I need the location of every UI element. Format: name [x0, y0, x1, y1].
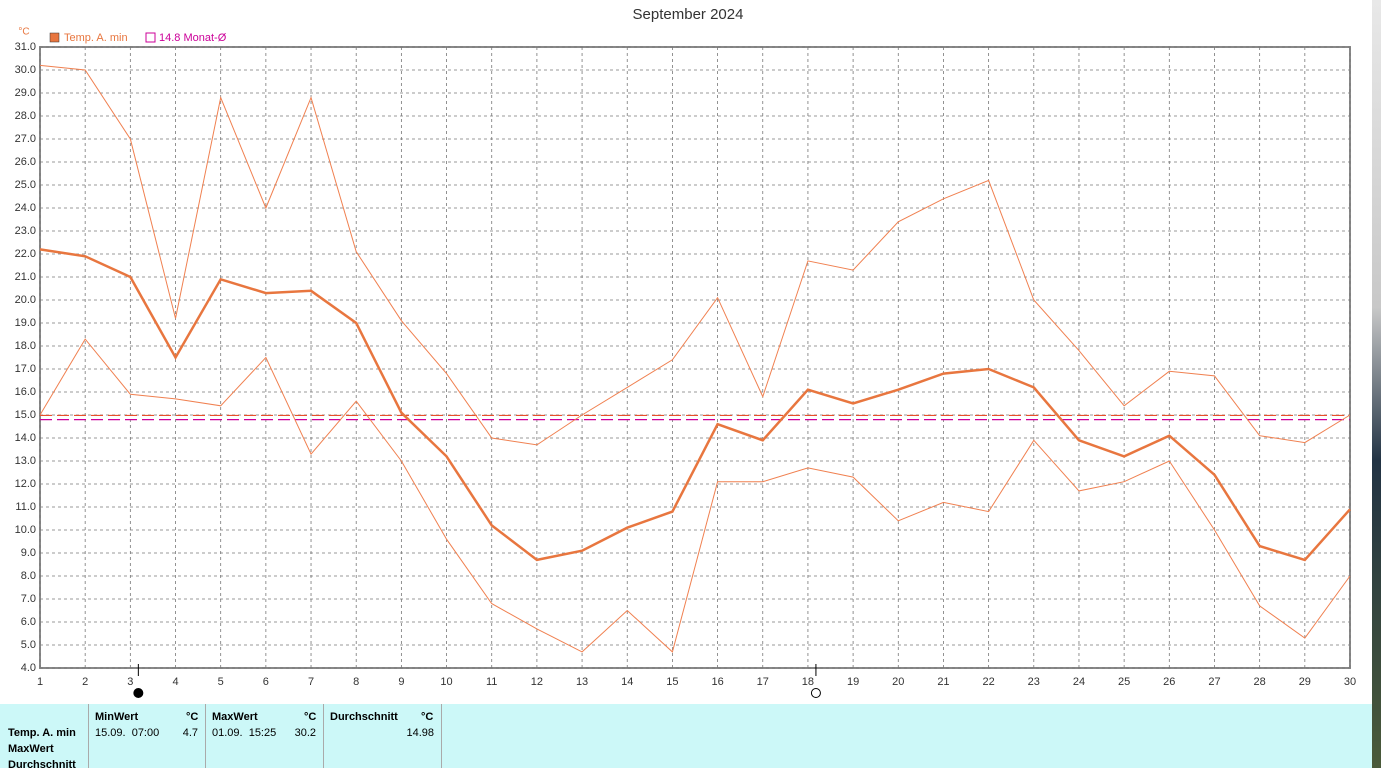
y-unit: °C — [18, 27, 29, 38]
y-tick-label: 25.0 — [15, 179, 36, 191]
x-tick-label: 19 — [847, 676, 859, 688]
header: MinWert — [95, 711, 139, 723]
y-tick-label: 7.0 — [21, 593, 36, 605]
y-tick-label: 5.0 — [21, 639, 36, 651]
y-tick-label: 22.0 — [15, 248, 36, 260]
plot-area — [39, 46, 1351, 669]
header: Durchschnitt — [330, 711, 398, 723]
x-tick-label: 10 — [440, 676, 452, 688]
x-tick-label: 25 — [1118, 676, 1130, 688]
y-tick-label: 24.0 — [15, 202, 36, 214]
x-tick-label: 8 — [353, 676, 359, 688]
x-tick-label: 7 — [308, 676, 314, 688]
chart-title: September 2024 — [633, 6, 744, 23]
stats-panel: MinWert °C MaxWert °C Durchschnitt °C Te… — [0, 704, 1372, 771]
x-tick-label: 2 — [82, 676, 88, 688]
x-tick-label: 3 — [127, 676, 133, 688]
row-label: Temp. A. min — [8, 727, 76, 739]
y-tick-label: 9.0 — [21, 547, 36, 559]
x-tick-label: 27 — [1208, 676, 1220, 688]
cell: 14.98 — [406, 727, 434, 739]
legend-swatch — [145, 32, 156, 43]
x-tick-label: 29 — [1299, 676, 1311, 688]
x-tick-label: 30 — [1344, 676, 1356, 688]
x-tick-label: 1 — [37, 676, 43, 688]
header: °C — [421, 711, 434, 723]
x-tick-label: 26 — [1163, 676, 1175, 688]
x-tick-label: 9 — [398, 676, 404, 688]
x-tick-label: 28 — [1254, 676, 1266, 688]
y-tick-label: 20.0 — [15, 294, 36, 306]
separator — [441, 704, 442, 768]
y-tick-label: 21.0 — [15, 271, 36, 283]
cell: 15.09. 07:00 — [95, 727, 160, 739]
y-tick-label: 11.0 — [15, 501, 36, 513]
separator — [88, 704, 89, 768]
x-tick-label: 11 — [486, 676, 497, 688]
legend-swatch — [49, 32, 60, 43]
y-tick-label: 30.0 — [15, 64, 36, 76]
x-tick-label: 18 — [802, 676, 814, 688]
y-tick-label: 6.0 — [21, 616, 36, 628]
x-tick-label: 16 — [711, 676, 723, 688]
y-tick-label: 12.0 — [15, 478, 36, 490]
y-tick-label: 17.0 — [15, 363, 36, 375]
header: °C — [186, 711, 199, 723]
y-tick-label: 15.0 — [15, 409, 36, 421]
series-line — [39, 248, 1351, 562]
series-line — [39, 64, 1351, 446]
y-tick-label: 14.0 — [15, 432, 36, 444]
x-tick-label: 23 — [1028, 676, 1040, 688]
x-tick-label: 5 — [218, 676, 224, 688]
x-tick-label: 21 — [937, 676, 949, 688]
background-strip — [1372, 0, 1381, 768]
series-line — [39, 338, 1351, 653]
x-tick-label: 4 — [172, 676, 178, 688]
cell: 4.7 — [182, 727, 198, 739]
row-label: MaxWert — [8, 743, 54, 755]
header: MaxWert — [212, 711, 258, 723]
y-tick-label: 19.0 — [15, 317, 36, 329]
row-label: Durchschnitt — [8, 759, 76, 771]
y-tick-label: 29.0 — [15, 87, 36, 99]
x-tick-label: 6 — [263, 676, 269, 688]
moon-symbol — [133, 688, 144, 698]
separator — [323, 704, 324, 768]
chart: September 2024 °C Temp. A. min 14.8 Mona… — [15, 6, 1356, 698]
header: °C — [304, 711, 317, 723]
y-tick-label: 26.0 — [15, 156, 36, 168]
x-tick-label: 14 — [621, 676, 633, 688]
y-tick-label: 31.0 — [15, 41, 36, 53]
moon-symbol — [810, 688, 821, 698]
cell: 30.2 — [294, 727, 316, 739]
y-tick-label: 10.0 — [15, 524, 36, 536]
legend-label: 14.8 Monat-Ø — [159, 32, 227, 44]
legend-label: Temp. A. min — [64, 32, 128, 44]
cell: 01.09. 15:25 — [212, 727, 277, 739]
x-tick-label: 22 — [982, 676, 994, 688]
y-tick-label: 23.0 — [15, 225, 36, 237]
y-tick-label: 4.0 — [21, 662, 36, 674]
x-tick-label: 17 — [757, 676, 769, 688]
y-tick-label: 18.0 — [15, 340, 36, 352]
x-tick-label: 24 — [1073, 676, 1085, 688]
x-tick-label: 12 — [531, 676, 543, 688]
x-tick-label: 13 — [576, 676, 588, 688]
x-tick-label: 20 — [892, 676, 904, 688]
y-tick-label: 27.0 — [15, 133, 36, 145]
y-tick-label: 13.0 — [15, 455, 36, 467]
y-tick-label: 16.0 — [15, 386, 36, 398]
separator — [205, 704, 206, 768]
x-tick-label: 15 — [666, 676, 678, 688]
y-tick-label: 28.0 — [15, 110, 36, 122]
y-tick-label: 8.0 — [21, 570, 36, 582]
